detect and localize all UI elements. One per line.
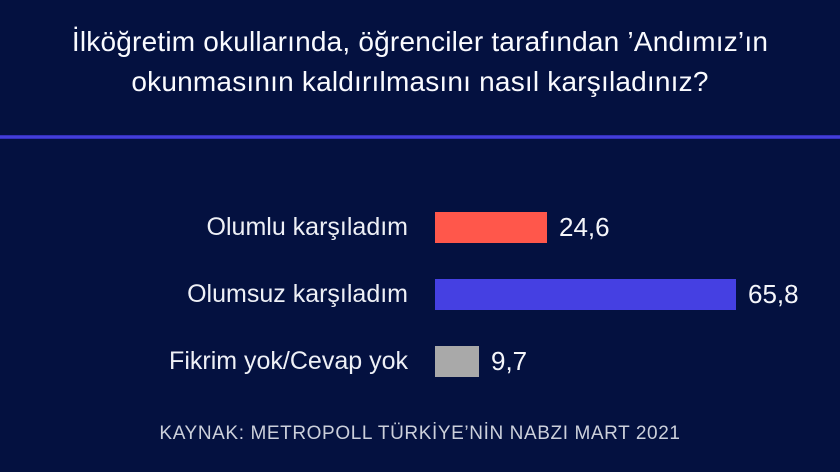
bar-row: Olumsuz karşıladım 65,8 <box>0 261 840 328</box>
bar-track: 65,8 <box>435 279 799 310</box>
bar-track: 24,6 <box>435 212 610 243</box>
bar-row: Olumlu karşıladım 24,6 <box>0 194 840 261</box>
chart-title: İlköğretim okullarında, öğrenciler taraf… <box>71 26 769 97</box>
value-label: 9,7 <box>491 346 528 376</box>
category-label: Olumlu karşıladım <box>206 213 408 241</box>
source-caption: KAYNAK: METROPOLL TÜRKİYE’NİN NABZI MART… <box>159 423 681 444</box>
bar <box>435 212 547 243</box>
bar-track: 9,7 <box>435 346 527 377</box>
category-label: Olumsuz karşıladım <box>187 280 408 308</box>
category-label: Fikrim yok/Cevap yok <box>169 347 408 375</box>
value-label: 65,8 <box>748 279 799 309</box>
bar-row: Fikrim yok/Cevap yok 9,7 <box>0 328 840 395</box>
value-label: 24,6 <box>559 212 610 242</box>
bar-chart: Olumlu karşıladım 24,6 Olumsuz karşıladı… <box>0 194 840 395</box>
title-divider <box>0 135 840 139</box>
bar <box>435 346 479 377</box>
bar <box>435 279 736 310</box>
